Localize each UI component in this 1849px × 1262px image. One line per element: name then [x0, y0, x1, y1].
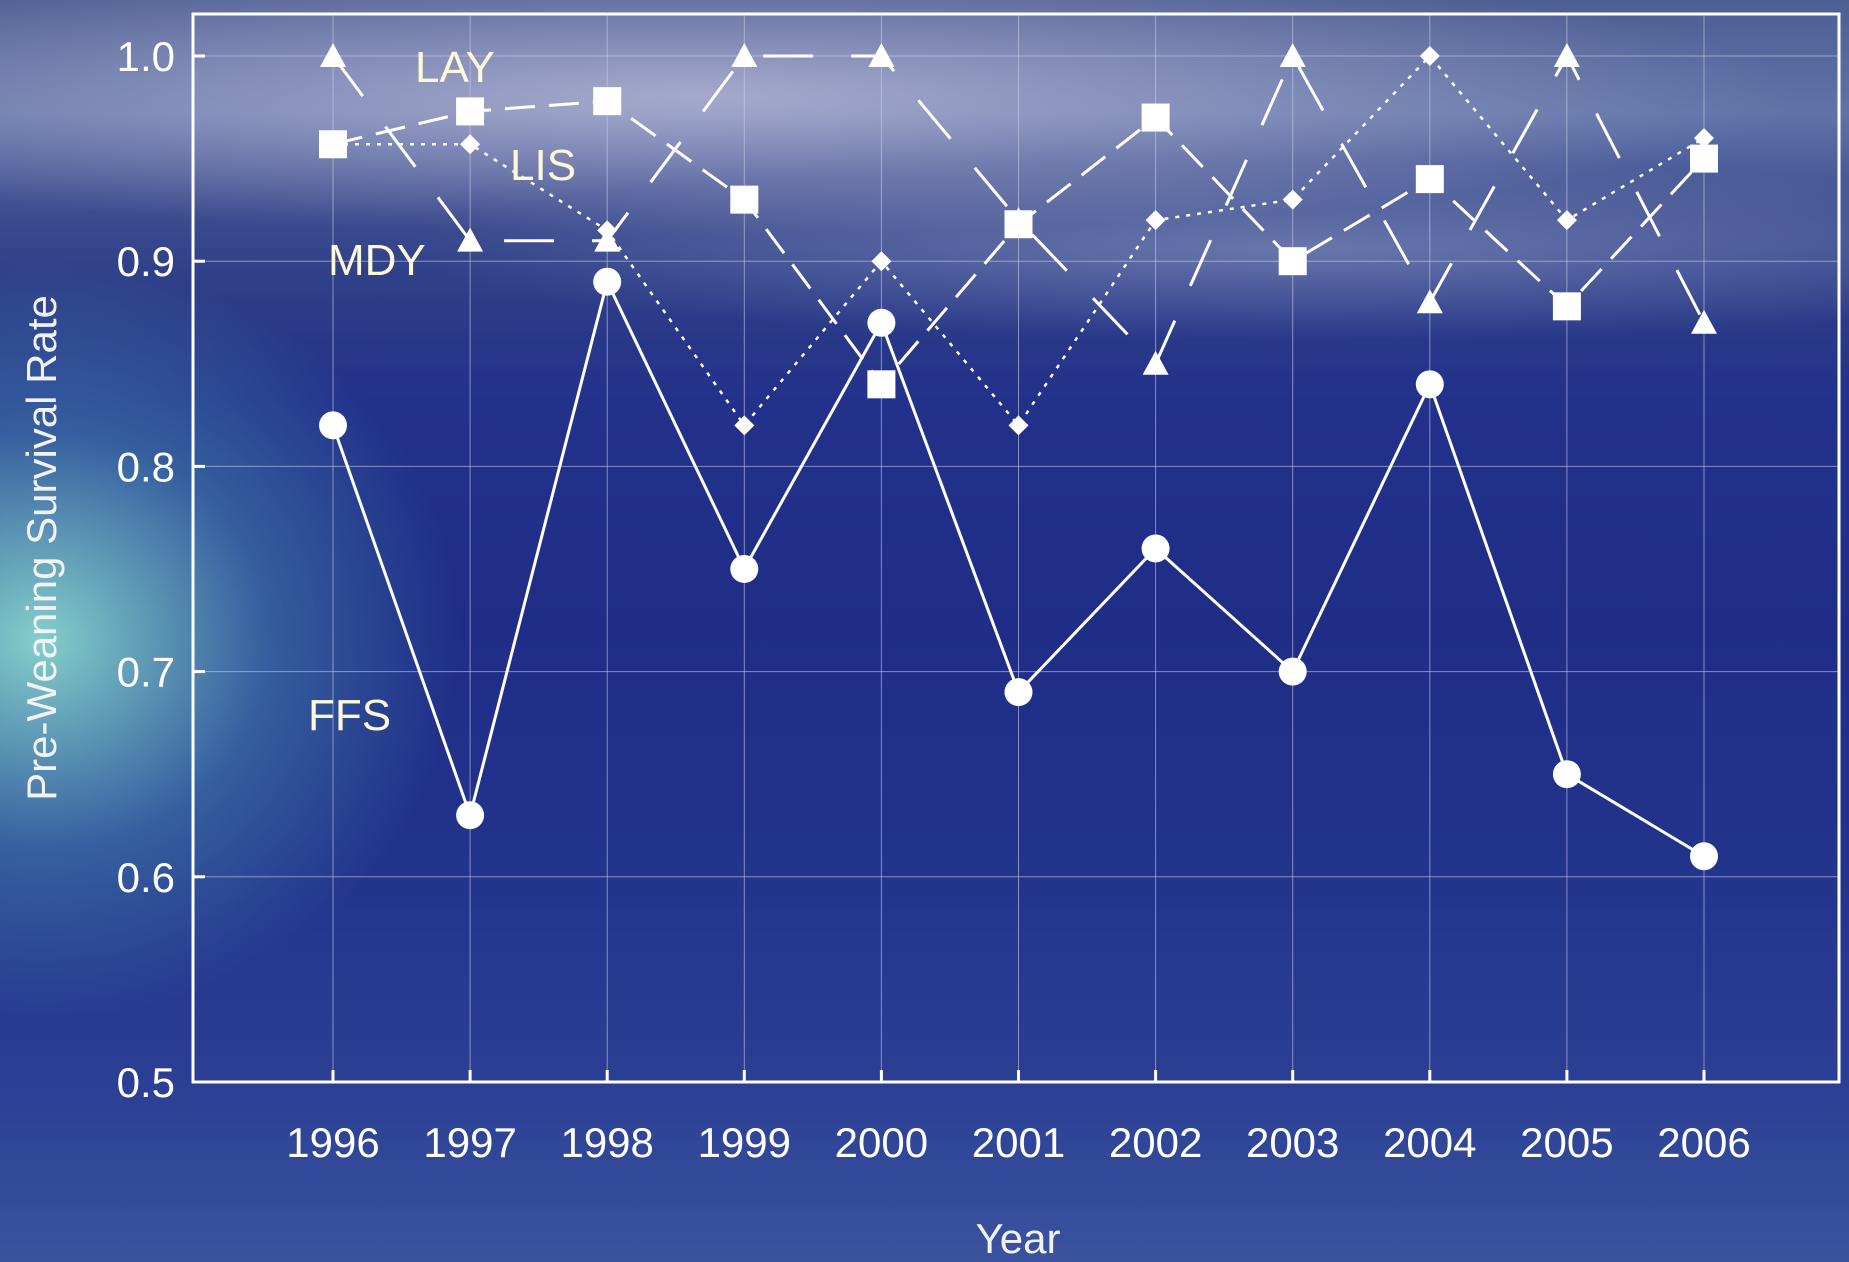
data-point-ffs-2002 — [1141, 534, 1170, 563]
series-labels: LAY LIS MDY FFS — [308, 43, 576, 740]
data-point-mdy-1997 — [456, 97, 485, 126]
series-label-mdy: MDY — [328, 236, 426, 285]
data-point-mdy-1999 — [730, 185, 759, 214]
data-point-mdy-1998 — [593, 87, 622, 116]
data-point-lay-2000 — [868, 43, 895, 67]
data-point-mdy-2000 — [867, 370, 896, 399]
data-point-lis-2006 — [1694, 128, 1714, 149]
data-point-ffs-2005 — [1552, 760, 1581, 789]
axis-ticks: 0.5 0.6 0.7 0.8 0.9 1.0 1996 1997 1998 1999 2000 20… — [117, 33, 1751, 1166]
x-tick-label-2006: 2006 — [1657, 1119, 1750, 1166]
data-point-ffs-1996 — [319, 411, 347, 440]
data-point-lay-2006 — [1691, 309, 1717, 334]
x-tick-label-2002: 2002 — [1109, 1119, 1202, 1166]
data-point-ffs-2001 — [1004, 678, 1033, 707]
data-point-ffs-2004 — [1415, 370, 1444, 399]
data-point-lay-2004 — [1416, 289, 1443, 314]
data-point-mdy-2002 — [1141, 103, 1170, 132]
data-point-lis-2001 — [1008, 415, 1029, 436]
data-point-mdy-2004 — [1415, 165, 1444, 194]
x-tick-label-1996: 1996 — [286, 1119, 379, 1166]
data-point-ffs-1998 — [593, 267, 622, 296]
data-point-lay-2002 — [1142, 350, 1169, 375]
data-point-ffs-2003 — [1278, 657, 1307, 686]
data-point-lay-1996 — [320, 43, 346, 67]
data-point-lay-2005 — [1553, 43, 1580, 67]
y-tick-label-0.6: 0.6 — [117, 854, 175, 901]
y-tick-label-0.9: 0.9 — [117, 238, 175, 285]
data-point-mdy-2001 — [1004, 210, 1033, 239]
data-point-ffs-2000 — [867, 308, 896, 337]
grid-lines — [193, 14, 1839, 1083]
x-tick-label-1999: 1999 — [698, 1119, 791, 1166]
series-markers — [319, 43, 1718, 871]
y-axis-title: Pre-Weaning Survival Rate — [18, 295, 65, 801]
y-tick-label-0.8: 0.8 — [117, 443, 175, 490]
data-point-lay-2003 — [1279, 43, 1306, 67]
data-point-mdy-2005 — [1552, 292, 1581, 321]
data-point-ffs-1999 — [730, 555, 759, 583]
series-label-ffs: FFS — [308, 691, 391, 740]
series-label-lis: LIS — [510, 141, 576, 190]
x-tick-label-2004: 2004 — [1383, 1119, 1476, 1166]
y-tick-label-0.7: 0.7 — [117, 649, 175, 696]
data-point-ffs-2006 — [1690, 842, 1718, 871]
data-point-mdy-2003 — [1278, 247, 1307, 276]
data-point-lis-1997 — [460, 134, 481, 155]
data-point-mdy-2006 — [1690, 144, 1718, 173]
series-line-lis — [333, 54, 1705, 428]
x-axis-title: Year — [976, 1215, 1061, 1262]
y-tick-label-0.5: 0.5 — [117, 1059, 175, 1106]
x-tick-label-2000: 2000 — [835, 1119, 928, 1166]
data-point-lis-1999 — [734, 415, 755, 436]
x-tick-label-2003: 2003 — [1246, 1119, 1339, 1166]
plot-frame — [191, 12, 1841, 1084]
data-point-lay-1999 — [731, 43, 758, 67]
data-point-lay-1997 — [457, 227, 484, 252]
x-tick-label-1997: 1997 — [423, 1119, 516, 1166]
series-label-lay: LAY — [415, 43, 495, 92]
data-point-ffs-1997 — [456, 801, 485, 830]
data-point-lis-2004 — [1419, 46, 1440, 66]
data-point-lis-2000 — [871, 251, 892, 272]
data-point-lis-2003 — [1282, 189, 1303, 210]
x-tick-label-2001: 2001 — [972, 1119, 1065, 1166]
y-tick-label-1.0: 1.0 — [117, 33, 175, 80]
data-point-lis-2005 — [1556, 210, 1577, 231]
x-tick-label-2005: 2005 — [1520, 1119, 1613, 1166]
data-point-mdy-1996 — [319, 130, 347, 159]
data-point-lis-2002 — [1145, 210, 1166, 231]
x-tick-label-1998: 1998 — [560, 1119, 653, 1166]
data-point-lis-1998 — [597, 220, 618, 241]
